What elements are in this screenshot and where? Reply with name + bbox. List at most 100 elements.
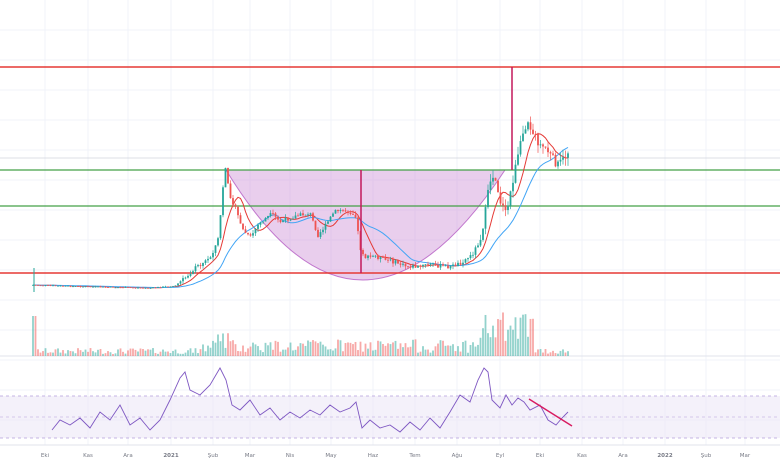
candle-body (339, 209, 342, 212)
volume-bar (474, 346, 477, 356)
candle-body (44, 285, 47, 286)
volume-bar (497, 319, 499, 356)
volume-bar (424, 349, 427, 356)
volume-bar (397, 348, 399, 356)
time-axis: Eki Kas Ara 2021 Şub Mar Nis May Haz Tem Ağu Eyl Eki… (41, 452, 751, 459)
candle-body (282, 220, 284, 223)
volume-bar (419, 351, 422, 356)
volume-bar (442, 340, 444, 356)
candle-body (344, 210, 347, 212)
volume-bar (114, 353, 117, 356)
candle-body (227, 167, 229, 184)
volume-bar (319, 341, 322, 356)
candle-body (122, 287, 124, 289)
volume-bar (304, 345, 307, 356)
volume-bar (89, 348, 92, 356)
volume-bar (487, 333, 489, 356)
candle-body (567, 153, 569, 158)
volume-bar (439, 340, 442, 356)
candle-body (512, 182, 514, 192)
candle-body (144, 287, 147, 289)
volume-bar (407, 347, 409, 356)
volume-bar (274, 340, 277, 356)
volume-bar (234, 344, 237, 356)
volume-bar (549, 352, 552, 356)
vertical-measure-lines (360, 67, 513, 273)
cup-shape (225, 169, 506, 281)
volume-bar (417, 352, 419, 356)
candle-body (497, 180, 499, 193)
candle-body (87, 286, 89, 288)
candle-body (157, 287, 159, 288)
volume-bar (167, 351, 169, 356)
volume-bar (74, 353, 77, 356)
candle-body (89, 286, 92, 288)
candle-body (94, 286, 97, 288)
volume-bar (107, 351, 109, 356)
volume-bar (214, 342, 217, 356)
candle-body (147, 287, 149, 289)
volume-bar (57, 348, 59, 356)
candle-body (389, 259, 392, 261)
candle-body (324, 223, 327, 230)
candle-body (217, 238, 219, 246)
candle-body (104, 286, 107, 288)
candle-body (112, 286, 114, 288)
candle-body (167, 286, 169, 288)
volume-bar (34, 316, 37, 356)
volume-bar (354, 341, 357, 356)
volume-bar (252, 342, 254, 356)
volume-bar (64, 353, 67, 356)
volume-bar (542, 352, 544, 356)
candle-body (332, 213, 334, 217)
candle-body (489, 181, 492, 190)
volume-bar (434, 346, 437, 356)
volume-bar (374, 349, 377, 356)
ma-slow-line (33, 146, 569, 288)
candle-body (269, 213, 272, 216)
rsi-line (51, 367, 569, 433)
candle-body (39, 285, 42, 287)
volume-bar (484, 314, 487, 356)
candle-body (34, 284, 37, 286)
volume-bar (469, 344, 472, 356)
candle-body (507, 205, 509, 211)
volume-bar (72, 351, 74, 356)
candle-body (362, 250, 364, 255)
volume-bar (499, 319, 502, 356)
volume-bar (517, 338, 519, 356)
time-axis-label: Mar (740, 453, 751, 459)
volume-bar (264, 342, 267, 356)
candle-body (142, 287, 144, 289)
candle-body (114, 287, 117, 289)
volume-bar (272, 349, 274, 356)
volume-bar (217, 334, 219, 356)
candle-body (162, 286, 164, 288)
volume-bar (232, 340, 234, 356)
candle-body (97, 286, 99, 288)
candlesticks (32, 116, 569, 292)
candle-body (234, 204, 237, 207)
candle-body (529, 122, 532, 130)
volume-bar (349, 342, 352, 356)
candle-body (169, 286, 172, 288)
candle-body (62, 285, 64, 287)
candle-body (124, 287, 127, 288)
volume-bar (204, 351, 207, 356)
volume-bar (199, 349, 202, 356)
time-axis-label: Kas (83, 453, 93, 459)
volume-bar (124, 353, 127, 356)
volume-bar (387, 343, 389, 356)
volume-bar (462, 341, 464, 356)
candle-body (179, 281, 182, 284)
volume-bar (207, 345, 209, 356)
candle-body (462, 262, 464, 265)
volume-bar (489, 337, 492, 356)
candle-body (419, 265, 422, 267)
candle-body (499, 192, 502, 204)
candle-body (267, 215, 269, 219)
volume-bar (104, 353, 107, 356)
volume-bar (254, 344, 257, 356)
